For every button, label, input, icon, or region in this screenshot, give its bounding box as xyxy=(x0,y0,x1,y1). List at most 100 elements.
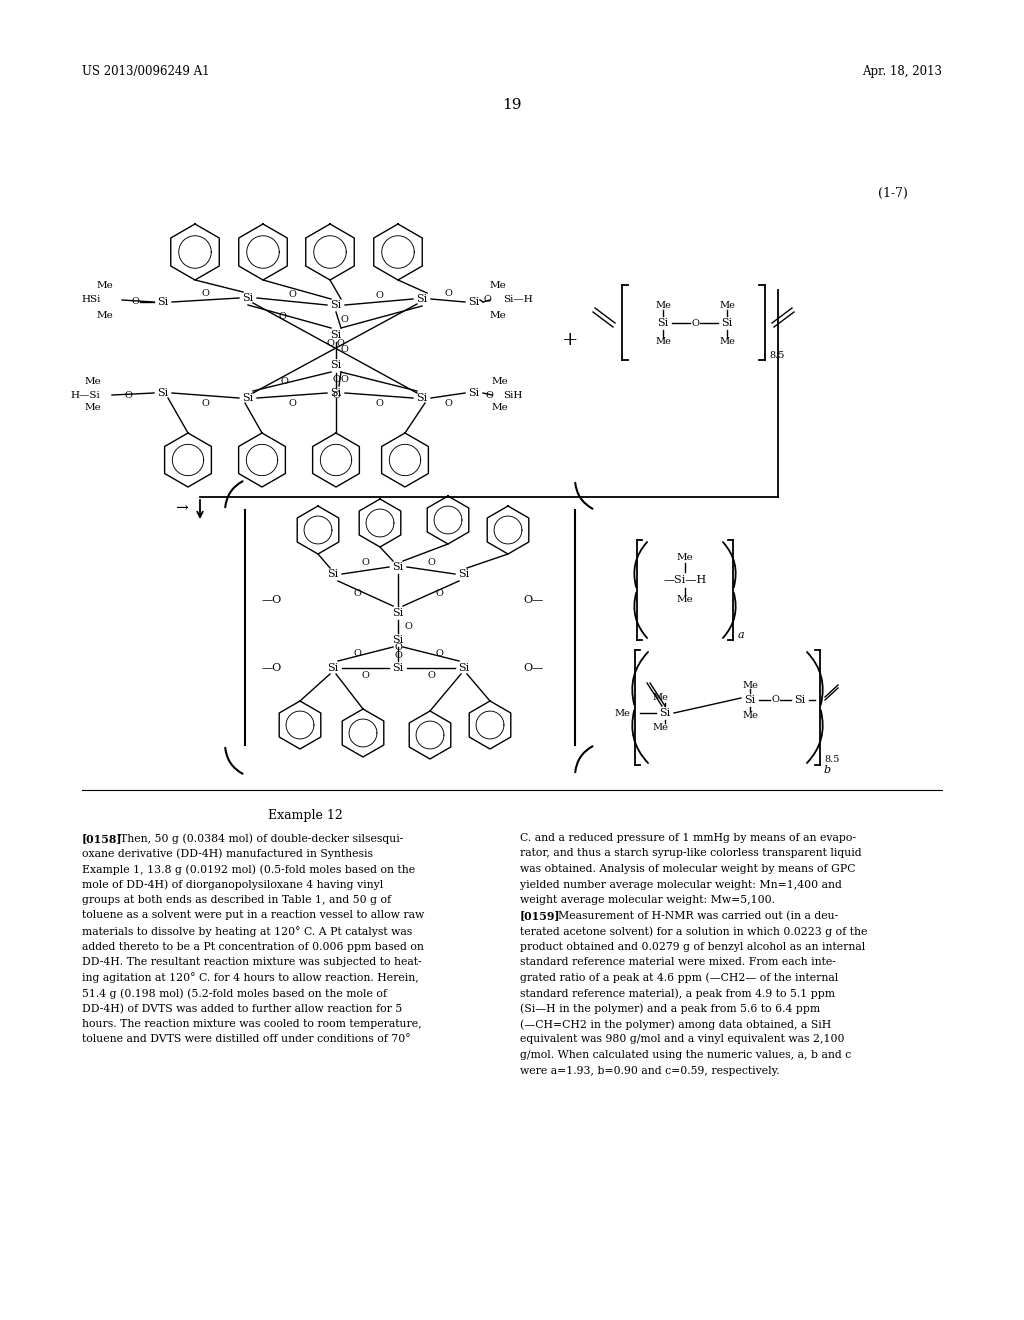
Text: O: O xyxy=(202,399,210,408)
Text: rator, and thus a starch syrup-like colorless transparent liquid: rator, and thus a starch syrup-like colo… xyxy=(520,849,861,858)
Text: Me: Me xyxy=(652,723,668,733)
Text: hours. The reaction mixture was cooled to room temperature,: hours. The reaction mixture was cooled t… xyxy=(82,1019,422,1030)
Text: (1-7): (1-7) xyxy=(878,186,908,199)
Text: b: b xyxy=(824,766,831,775)
Text: Si: Si xyxy=(417,393,428,403)
Text: Me: Me xyxy=(677,595,693,605)
Text: O: O xyxy=(771,696,779,705)
Text: O: O xyxy=(444,289,452,298)
Text: mole of DD-4H) of diorganopolysiloxane 4 having vinyl: mole of DD-4H) of diorganopolysiloxane 4… xyxy=(82,879,383,890)
Text: —O: —O xyxy=(262,595,282,605)
Text: Si: Si xyxy=(158,297,169,308)
Text: Me: Me xyxy=(489,310,507,319)
Text: O: O xyxy=(279,312,286,321)
Text: H—Si: H—Si xyxy=(71,391,100,400)
Text: grated ratio of a peak at 4.6 ppm (—CH2— of the internal: grated ratio of a peak at 4.6 ppm (—CH2—… xyxy=(520,973,839,983)
Text: g/mol. When calculated using the numeric values, a, b and c: g/mol. When calculated using the numeric… xyxy=(520,1049,851,1060)
Text: O: O xyxy=(124,391,132,400)
Text: O: O xyxy=(353,649,361,659)
Text: Si: Si xyxy=(795,696,806,705)
Text: Me: Me xyxy=(655,338,671,346)
Text: O: O xyxy=(361,558,370,568)
Text: O: O xyxy=(131,297,139,306)
Text: Me: Me xyxy=(652,693,668,702)
Text: added thereto to be a Pt concentration of 0.006 ppm based on: added thereto to be a Pt concentration o… xyxy=(82,941,424,952)
Text: Si: Si xyxy=(744,696,756,705)
Text: Si—H: Si—H xyxy=(503,296,532,305)
Text: O: O xyxy=(691,318,699,327)
Text: materials to dissolve by heating at 120° C. A Pt catalyst was: materials to dissolve by heating at 120°… xyxy=(82,927,413,937)
Text: Me: Me xyxy=(742,681,758,689)
Text: Me: Me xyxy=(492,378,508,387)
Text: Me: Me xyxy=(742,710,758,719)
Text: O: O xyxy=(332,391,340,400)
Text: 19: 19 xyxy=(502,98,522,112)
Text: Si: Si xyxy=(243,393,254,403)
Text: Si: Si xyxy=(392,635,403,645)
Text: O: O xyxy=(427,672,435,681)
Text: yielded number average molecular weight: Mn=1,400 and: yielded number average molecular weight:… xyxy=(520,879,842,890)
Text: O—: O— xyxy=(523,663,544,673)
Text: DD-4H. The resultant reaction mixture was subjected to heat-: DD-4H. The resultant reaction mixture wa… xyxy=(82,957,422,968)
Text: Si: Si xyxy=(459,663,470,673)
Text: SiH: SiH xyxy=(503,391,522,400)
Text: Si: Si xyxy=(331,300,342,310)
Text: Si: Si xyxy=(417,294,428,304)
Text: Si: Si xyxy=(659,708,671,718)
Text: [0158]: [0158] xyxy=(82,833,123,843)
Text: Me: Me xyxy=(614,709,630,718)
Text: terated acetone solvent) for a solution in which 0.0223 g of the: terated acetone solvent) for a solution … xyxy=(520,927,867,937)
Text: Example 12: Example 12 xyxy=(267,808,342,821)
Text: a: a xyxy=(737,630,744,640)
Text: standard reference material), a peak from 4.9 to 5.1 ppm: standard reference material), a peak fro… xyxy=(520,987,835,998)
Text: Me: Me xyxy=(719,338,735,346)
Text: standard reference material were mixed. From each inte-: standard reference material were mixed. … xyxy=(520,957,836,968)
Text: were a=1.93, b=0.90 and c=0.59, respectively.: were a=1.93, b=0.90 and c=0.59, respecti… xyxy=(520,1065,779,1076)
Text: weight average molecular weight: Mw=5,100.: weight average molecular weight: Mw=5,10… xyxy=(520,895,775,906)
Text: Example 1, 13.8 g (0.0192 mol) (0.5-fold moles based on the: Example 1, 13.8 g (0.0192 mol) (0.5-fold… xyxy=(82,865,415,875)
Text: Si: Si xyxy=(468,388,479,399)
Text: equivalent was 980 g/mol and a vinyl equivalent was 2,100: equivalent was 980 g/mol and a vinyl equ… xyxy=(520,1035,845,1044)
Text: Then, 50 g (0.0384 mol) of double-decker silsesqui-: Then, 50 g (0.0384 mol) of double-decker… xyxy=(114,833,403,843)
Text: toluene as a solvent were put in a reaction vessel to allow raw: toluene as a solvent were put in a react… xyxy=(82,911,424,920)
Text: Si: Si xyxy=(331,330,342,341)
Text: O: O xyxy=(361,672,370,681)
Text: —O: —O xyxy=(262,663,282,673)
Text: Me: Me xyxy=(96,310,114,319)
Text: oxane derivative (DD-4H) manufactured in Synthesis: oxane derivative (DD-4H) manufactured in… xyxy=(82,849,373,859)
Text: (Si—H in the polymer) and a peak from 5.6 to 6.4 ppm: (Si—H in the polymer) and a peak from 5.… xyxy=(520,1003,820,1014)
Text: O: O xyxy=(375,290,383,300)
Text: Si: Si xyxy=(721,318,732,327)
Text: O: O xyxy=(340,315,348,325)
Text: Si: Si xyxy=(468,297,479,308)
Text: →: → xyxy=(176,502,188,516)
Text: O: O xyxy=(435,589,443,598)
Text: DD-4H) of DVTS was added to further allow reaction for 5: DD-4H) of DVTS was added to further allo… xyxy=(82,1003,402,1014)
Text: Si: Si xyxy=(331,360,342,370)
Text: O—: O— xyxy=(523,595,544,605)
Text: —Si—H: —Si—H xyxy=(664,576,707,585)
Text: Me: Me xyxy=(492,404,508,412)
Text: Me: Me xyxy=(85,404,101,412)
Text: 8.5: 8.5 xyxy=(769,351,784,359)
Text: O: O xyxy=(336,338,344,347)
Text: O: O xyxy=(202,289,210,297)
Text: Me: Me xyxy=(489,281,507,289)
Text: Si: Si xyxy=(328,663,339,673)
Text: HSi: HSi xyxy=(82,296,101,305)
Text: Si: Si xyxy=(243,293,254,304)
Text: was obtained. Analysis of molecular weight by means of GPC: was obtained. Analysis of molecular weig… xyxy=(520,865,855,874)
Text: Me: Me xyxy=(719,301,735,309)
Text: US 2013/0096249 A1: US 2013/0096249 A1 xyxy=(82,66,210,78)
Text: Si: Si xyxy=(158,388,169,399)
Text: (—CH=CH2 in the polymer) among data obtained, a SiH: (—CH=CH2 in the polymer) among data obta… xyxy=(520,1019,831,1030)
Text: O: O xyxy=(485,391,493,400)
Text: Si: Si xyxy=(392,562,403,572)
Text: O: O xyxy=(427,558,435,568)
Text: 8.5: 8.5 xyxy=(824,755,840,763)
Text: Measurement of H-NMR was carried out (in a deu-: Measurement of H-NMR was carried out (in… xyxy=(551,911,839,921)
Text: O: O xyxy=(444,399,452,408)
Text: O: O xyxy=(404,622,412,631)
Text: toluene and DVTS were distilled off under conditions of 70°: toluene and DVTS were distilled off unde… xyxy=(82,1035,411,1044)
Text: O: O xyxy=(288,399,296,408)
